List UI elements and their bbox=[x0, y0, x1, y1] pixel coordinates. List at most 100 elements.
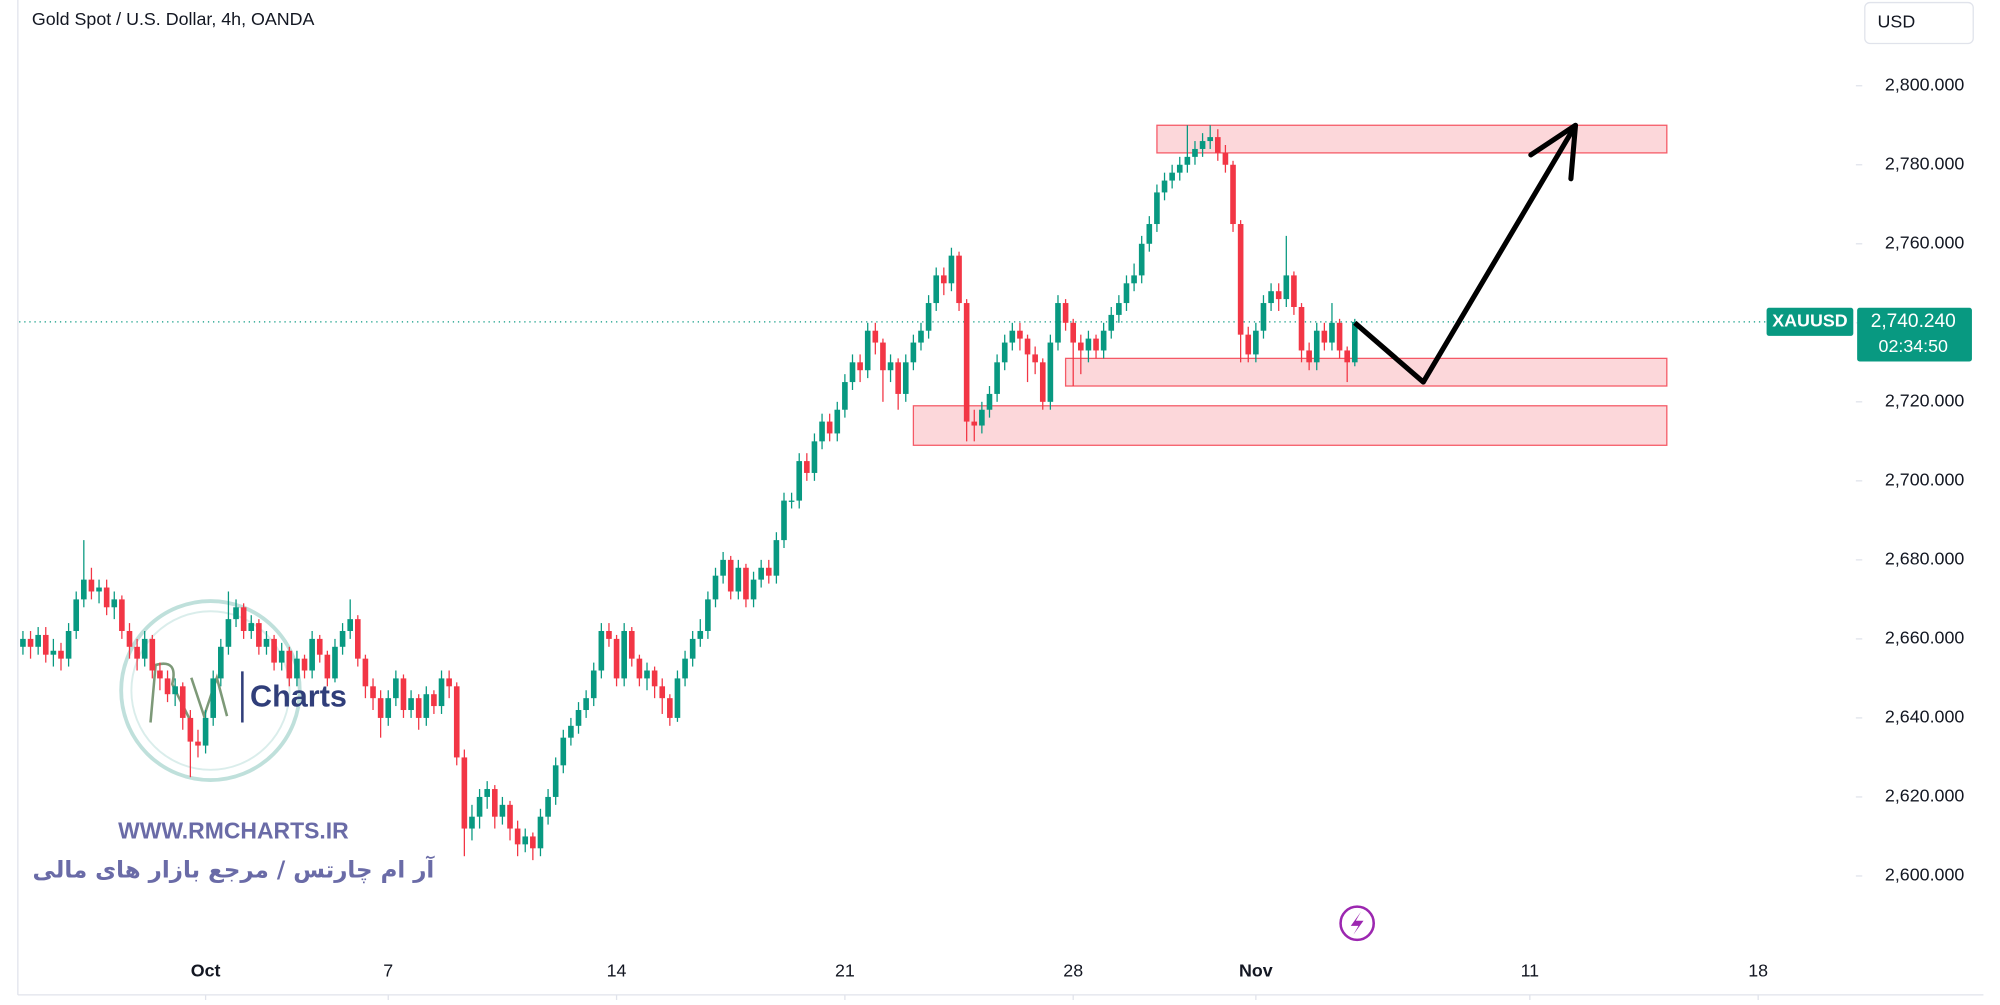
candle-body bbox=[149, 638, 156, 671]
candle-body bbox=[294, 658, 300, 679]
candle-body bbox=[103, 587, 110, 608]
candle-body bbox=[583, 698, 589, 711]
candle-body bbox=[674, 678, 681, 718]
candle-body bbox=[157, 670, 163, 679]
candle-body bbox=[1192, 148, 1198, 157]
candle-body bbox=[956, 255, 962, 304]
zone bbox=[1064, 357, 1668, 387]
candle-body bbox=[712, 575, 719, 600]
candle-body bbox=[81, 579, 87, 600]
candle-body bbox=[880, 342, 886, 371]
candle-body bbox=[1351, 321, 1358, 363]
candle-body bbox=[446, 678, 452, 687]
zone bbox=[912, 405, 1668, 446]
candle-body bbox=[682, 658, 688, 679]
candle-body bbox=[195, 741, 201, 746]
candle-body bbox=[537, 816, 544, 849]
candle-body bbox=[918, 330, 924, 343]
candle-body bbox=[887, 362, 894, 371]
candle-body bbox=[606, 630, 612, 639]
candle-body bbox=[469, 816, 475, 829]
candle-body bbox=[651, 670, 658, 687]
x-tick-label: 11 bbox=[1521, 961, 1540, 981]
candle-body bbox=[948, 255, 955, 284]
candle-body bbox=[42, 634, 49, 655]
candle-body bbox=[1230, 164, 1236, 225]
candle-body bbox=[476, 796, 483, 817]
candle-body bbox=[491, 789, 498, 817]
candle-body bbox=[811, 441, 818, 473]
candle-body bbox=[309, 638, 315, 671]
watermark-tagline: آر ام چارتس / مرجع بازار های مالی bbox=[33, 854, 436, 883]
candle-body bbox=[1298, 307, 1305, 351]
candle-body bbox=[667, 698, 673, 718]
candle-body bbox=[804, 461, 810, 473]
candle-body bbox=[872, 330, 879, 343]
candle-body bbox=[27, 638, 34, 647]
candle-body bbox=[484, 789, 490, 797]
candle-body bbox=[119, 599, 125, 631]
candle-body bbox=[218, 646, 224, 679]
candle-body bbox=[522, 836, 529, 845]
candle-body bbox=[1108, 314, 1115, 331]
candle-body bbox=[971, 421, 978, 426]
candle-body bbox=[316, 638, 323, 655]
last-price-tag bbox=[1857, 307, 1972, 362]
candle-body bbox=[727, 559, 734, 592]
candle-body bbox=[453, 686, 460, 758]
candle-body bbox=[354, 619, 361, 659]
candle-body bbox=[415, 698, 422, 718]
candle-body bbox=[210, 678, 217, 718]
forecast-arrow bbox=[1353, 123, 1578, 385]
candle-body bbox=[743, 567, 749, 600]
candle-body bbox=[750, 579, 757, 600]
symbol-tag bbox=[1766, 307, 1854, 336]
candle-body bbox=[1161, 180, 1168, 193]
currency-button[interactable] bbox=[1864, 1, 1974, 45]
candle-body bbox=[575, 710, 582, 726]
candle-body bbox=[240, 607, 247, 631]
candle-body bbox=[1131, 275, 1137, 284]
candle-body bbox=[902, 362, 909, 394]
candle-body bbox=[1070, 322, 1077, 343]
candle-body bbox=[697, 630, 704, 639]
candle-body bbox=[1245, 334, 1252, 355]
replay-icon[interactable] bbox=[1339, 905, 1375, 942]
y-tick-label: 2,660.000 bbox=[1885, 628, 1964, 648]
logo-ring-inner bbox=[130, 610, 291, 771]
candle-body bbox=[324, 654, 331, 679]
candle-body bbox=[400, 678, 407, 711]
x-tick-label: 14 bbox=[607, 961, 627, 981]
candle-body bbox=[50, 650, 57, 655]
candle-body bbox=[1039, 362, 1046, 402]
candle-body bbox=[979, 409, 985, 426]
x-tick-label: 21 bbox=[835, 961, 855, 981]
candle-body bbox=[1306, 350, 1312, 363]
candle-body bbox=[301, 658, 308, 671]
currency-label[interactable]: USD bbox=[1878, 12, 1916, 32]
candle-body bbox=[58, 650, 64, 659]
candle-body bbox=[370, 686, 376, 699]
candle-body bbox=[179, 686, 186, 718]
candle-body bbox=[705, 599, 711, 631]
icon-bolt[interactable] bbox=[1350, 911, 1364, 935]
candle-body bbox=[1199, 141, 1206, 149]
y-tick-label: 2,700.000 bbox=[1885, 470, 1964, 490]
candle-body bbox=[1146, 224, 1153, 244]
x-tick-label: Nov bbox=[1239, 961, 1273, 981]
candle-body bbox=[613, 638, 620, 679]
candle-body bbox=[864, 330, 871, 371]
candle-body bbox=[111, 599, 118, 608]
candle-body bbox=[1176, 164, 1183, 173]
candle-body bbox=[1329, 322, 1335, 343]
candle-body bbox=[849, 362, 856, 383]
candle-body bbox=[1313, 330, 1320, 363]
candle-body bbox=[933, 275, 940, 304]
candle-body bbox=[568, 725, 574, 738]
candle-body bbox=[408, 698, 414, 711]
candle-body bbox=[141, 638, 148, 659]
last-price-label: 2,740.240 bbox=[1871, 311, 1956, 332]
candle-body bbox=[895, 362, 901, 394]
